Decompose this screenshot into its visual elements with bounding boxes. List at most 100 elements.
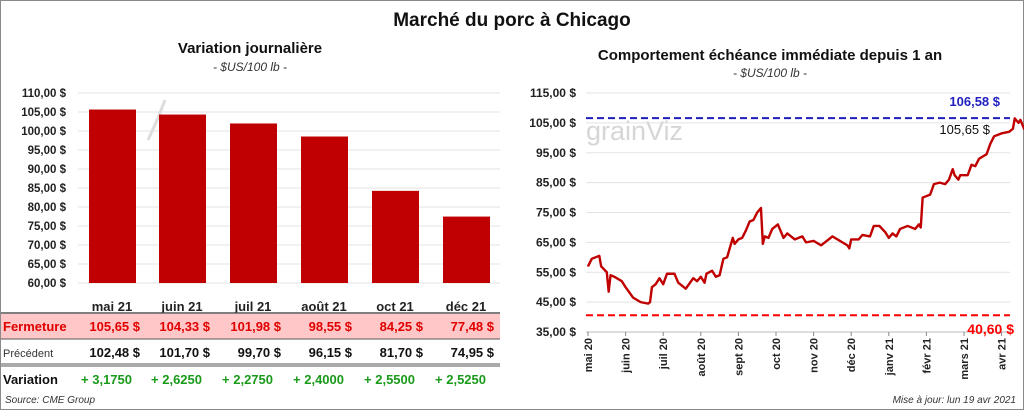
data-point [888,237,890,239]
bar-2 [230,123,277,283]
x-tick-label: oct 20 [771,338,783,370]
table-cell: 98,55 $ [309,319,353,334]
bar-0 [89,109,136,283]
data-point [752,219,755,221]
data-point [846,244,849,246]
data-point [658,277,661,279]
table-cell: 104,33 $ [159,319,210,334]
y-tick-label: 45,00 $ [536,295,576,309]
data-point [737,238,740,240]
data-point [705,273,708,275]
x-category-label: août 21 [301,299,347,314]
data-point [760,207,762,209]
last-price-label: 105,65 $ [939,122,990,137]
x-tick-label: nov 20 [809,338,821,373]
data-point [621,280,623,282]
data-point [771,228,773,230]
y-tick-label: 95,00 $ [536,146,576,160]
y-tick-label: 75,00 $ [28,221,67,233]
data-point [914,228,916,230]
right-chart-title: Comportement échéance immédiate depuis 1… [597,47,943,64]
data-point [907,225,909,227]
table-cell: 99,70 $ [238,345,282,360]
update-note: Mise à jour: lun 19 avr 2021 [892,395,1016,406]
data-point [732,237,734,239]
data-point [715,276,717,278]
data-point [929,193,931,196]
data-point [954,174,956,176]
data-point [700,276,702,278]
bar-1 [159,114,206,284]
watermark-mark [146,99,167,141]
data-point [1012,128,1014,130]
data-point [869,235,871,237]
data-point [608,291,610,293]
y-tick-label: 35,00 $ [536,325,576,339]
y-tick-label: 85,00 $ [28,183,67,195]
x-category-label: mai 21 [92,299,132,314]
data-point [918,223,920,226]
data-point [993,135,995,137]
data-point [967,174,969,176]
data-point [649,301,651,303]
data-point [786,232,788,235]
x-tick-label: sept 20 [733,338,745,376]
data-point [959,174,961,176]
data-point [692,277,694,279]
data-point [899,228,901,230]
x-tick-label: juil 20 [658,338,670,370]
data-point [591,258,593,260]
data-point [662,283,664,285]
data-point [861,234,864,236]
data-point [609,274,612,276]
data-point [587,265,589,267]
right-chart-unit: - $US/100 lb - [732,66,808,80]
table-cell: 101,98 $ [230,319,281,334]
table-cell: 77,48 $ [451,319,495,334]
row-label-fermeture: Fermeture [3,319,67,334]
data-point [873,225,875,227]
y-tick-label: 70,00 $ [28,240,67,252]
y-tick-label: 60,00 $ [28,278,67,290]
data-point [647,303,649,305]
data-point [1019,119,1022,121]
data-point [640,301,642,303]
table-cell: 105,65 $ [89,319,140,334]
data-point [828,238,830,240]
watermark: grainViz [586,116,683,146]
x-tick-label: mai 20 [583,338,595,372]
x-tick-label: juin 20 [621,338,633,374]
data-point [970,164,973,166]
data-point [666,273,668,275]
data-point [722,258,724,260]
bar-5 [443,216,490,283]
data-point [938,182,941,184]
y-tick-label: 85,00 $ [536,176,576,190]
y-tick-label: 95,00 $ [28,145,67,157]
data-point [801,235,803,237]
data-point [767,237,770,239]
data-point [922,196,924,199]
data-point [655,283,657,285]
data-point [677,282,679,284]
x-tick-label: févr 21 [921,338,933,373]
x-tick-label: août 20 [696,338,708,377]
data-point [848,247,850,249]
data-point [598,255,600,257]
y-tick-label: 80,00 $ [28,202,67,214]
low-label: 40,60 $ [967,321,1014,337]
y-tick-label: 65,00 $ [536,235,576,249]
row-label-variation: Variation [3,372,58,387]
data-point [831,235,834,237]
left-chart-title: Variation journalière [177,40,323,57]
data-point [974,165,976,167]
x-tick-label: janv 21 [884,338,896,376]
data-point [711,270,713,272]
y-tick-label: 75,00 $ [536,206,576,220]
data-point [933,183,935,185]
data-point [957,179,959,181]
data-point [944,183,946,185]
data-point [625,286,627,288]
data-point [839,240,841,242]
table-cell: + 2,5500 [364,372,415,387]
